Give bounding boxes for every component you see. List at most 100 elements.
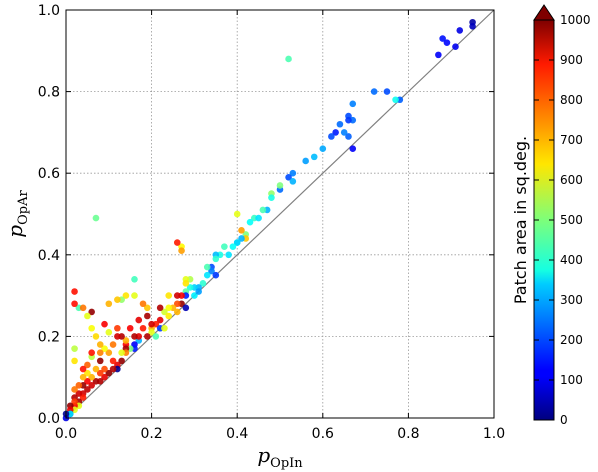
x-axis-label: pOpIn (257, 443, 303, 471)
data-point (79, 365, 87, 373)
data-point (328, 133, 335, 140)
data-point (332, 129, 339, 136)
identity-reference-line (65, 9, 495, 419)
data-point (71, 357, 78, 365)
data-point (79, 304, 87, 312)
data-point (173, 300, 181, 308)
data-point (144, 304, 151, 312)
data-point (122, 292, 130, 299)
data-point (165, 292, 173, 299)
y-tick-label: 0.0 (38, 411, 60, 427)
data-point (319, 145, 327, 153)
data-point (435, 51, 442, 59)
data-point (208, 267, 215, 275)
data-point (233, 210, 241, 218)
data-point (75, 382, 83, 389)
colorbar-tick-label: 400 (560, 253, 583, 267)
x-tick-label: 0.8 (397, 426, 419, 442)
data-point (191, 292, 198, 299)
x-tick-label: 1.0 (483, 426, 505, 442)
data-point (469, 23, 476, 30)
data-point (109, 365, 117, 373)
colorbar-tick-label: 300 (560, 293, 583, 307)
data-point (161, 308, 168, 316)
data-point (92, 365, 100, 373)
data-point (75, 390, 83, 397)
data-point (139, 300, 147, 308)
colorbar-tick-label: 800 (560, 93, 583, 107)
data-point (203, 271, 211, 279)
data-point (246, 218, 254, 226)
data-point (92, 214, 100, 222)
plot-frame (65, 9, 495, 419)
data-point (88, 373, 95, 381)
data-point (96, 357, 104, 365)
data-point (105, 369, 113, 377)
data-point (199, 280, 207, 287)
y-tick-label: 1.0 (38, 3, 60, 19)
data-point (96, 349, 104, 357)
data-point (221, 243, 228, 250)
y-tick-label: 0.8 (38, 85, 60, 101)
colorbar-extend-arrow (533, 4, 555, 21)
data-point (195, 288, 202, 295)
y-axis-label: pOpAr (3, 190, 31, 238)
data-point (276, 182, 284, 189)
data-point (178, 247, 185, 255)
data-point (92, 333, 100, 340)
data-point (203, 263, 211, 271)
data-points (62, 18, 476, 422)
data-point (105, 329, 113, 336)
data-point (101, 365, 108, 373)
data-point (135, 316, 143, 324)
data-point (101, 345, 108, 352)
data-point (452, 43, 459, 51)
data-point (114, 296, 121, 303)
colorbar: 0 100 200 300 400 500 600 700 800 900 1000 Patch a… (511, 4, 591, 427)
data-point (173, 239, 181, 246)
data-point (71, 386, 78, 393)
data-point (84, 312, 91, 320)
data-point (456, 27, 464, 34)
colorbar-tick-label: 1000 (560, 13, 591, 27)
data-point (131, 292, 138, 299)
data-point (285, 55, 292, 63)
data-point (259, 206, 267, 214)
data-point (443, 39, 451, 46)
data-point (233, 239, 241, 246)
data-point (101, 320, 108, 328)
data-point (101, 373, 108, 381)
data-point (71, 288, 78, 295)
data-point (212, 255, 220, 263)
data-point (370, 88, 378, 95)
y-tick-label: 0.6 (38, 166, 60, 182)
data-point (79, 373, 87, 381)
data-point (105, 349, 113, 357)
data-point (345, 133, 352, 140)
x-tick-label: 0.2 (140, 426, 162, 442)
data-point (268, 194, 275, 201)
data-point (144, 312, 151, 320)
data-point (131, 333, 138, 340)
data-point (88, 308, 95, 316)
data-point (336, 120, 344, 128)
data-point (131, 275, 138, 283)
data-point (148, 329, 155, 336)
colorbar-tick-label: 100 (560, 373, 583, 387)
data-point (79, 394, 87, 401)
data-point (255, 214, 262, 222)
data-point (156, 304, 164, 312)
data-point (71, 345, 78, 352)
data-point (88, 324, 95, 332)
data-point (165, 312, 173, 320)
data-point (302, 157, 309, 165)
data-point (289, 169, 297, 177)
data-point (439, 35, 446, 42)
data-point (118, 357, 125, 365)
data-point (156, 316, 164, 324)
colorbar-ticks: 0 100 200 300 400 500 600 700 800 900 1000 (534, 13, 591, 427)
colorbar-tick-label: 500 (560, 213, 583, 227)
data-point (148, 320, 155, 328)
data-point (340, 129, 348, 136)
